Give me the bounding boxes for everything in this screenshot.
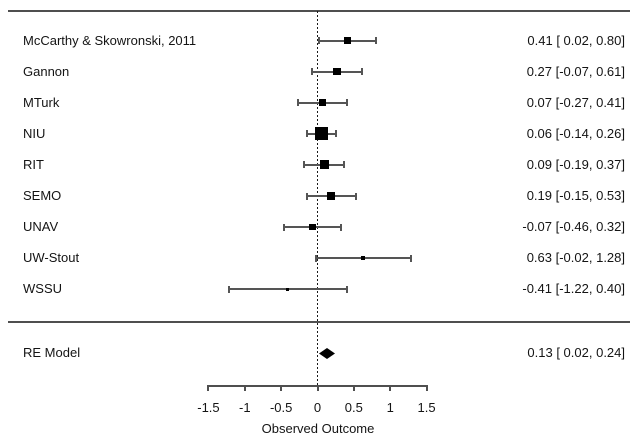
effect-marker (318, 98, 327, 107)
ci-cap-left (283, 223, 286, 231)
x-axis-tick-label: 0.5 (344, 400, 363, 415)
estimate-text: 0.63 [-0.02, 1.28] (526, 250, 625, 266)
ci-cap-right (335, 130, 338, 138)
x-axis-tick-label: -1.5 (197, 400, 220, 415)
ci-cap-right (339, 223, 342, 231)
ci-cap-left (305, 192, 308, 200)
study-label: UW-Stout (23, 250, 80, 266)
ci-cap-left (227, 285, 230, 293)
ci-cap-right (355, 192, 358, 200)
study-label: RIT (23, 156, 44, 172)
x-axis-tick-label: 1 (386, 400, 394, 415)
study-label: MTurk (23, 94, 60, 110)
ci-cap-left (296, 99, 299, 107)
effect-marker (315, 127, 329, 141)
effect-marker (343, 37, 351, 44)
x-axis-tick (316, 385, 319, 391)
estimate-text: -0.07 [-0.46, 0.32] (522, 219, 625, 235)
x-axis-tick (425, 385, 428, 391)
ci-cap-left (306, 130, 309, 138)
x-axis-tick-label: -0.5 (269, 400, 293, 415)
estimate-text: 0.06 [-0.14, 0.26] (526, 125, 625, 141)
ci-cap-left (315, 254, 318, 262)
estimate-text: 0.19 [-0.15, 0.53] (526, 188, 625, 203)
estimate-text: 0.41 [ 0.02, 0.80] (527, 32, 625, 48)
summary-separator-rule (8, 321, 630, 323)
study-label: Gannon (23, 63, 70, 79)
effect-marker (361, 256, 366, 261)
estimate-text: 0.27 [-0.07, 0.61] (526, 63, 625, 79)
effect-marker (309, 223, 316, 231)
effect-marker (333, 67, 341, 76)
x-axis-tick-label: 0 (313, 400, 322, 415)
zero-reference-line (317, 11, 318, 385)
top-rule (8, 10, 630, 12)
study-label: WSSU (23, 281, 62, 297)
x-axis-title: Observed Outcome (261, 421, 375, 436)
ci-cap-left (311, 68, 314, 76)
ci-cap-right (345, 285, 348, 293)
ci-cap-left (317, 37, 320, 44)
study-label: SEMO (23, 188, 62, 203)
study-label: McCarthy & Skowronski, 2011 (23, 32, 197, 48)
ci-cap-right (343, 161, 346, 169)
effect-marker (319, 160, 329, 170)
x-axis-tick (389, 385, 392, 391)
summary-label: RE Model (23, 345, 81, 360)
x-axis-tick (352, 385, 355, 391)
x-axis-tick-label: 1.5 (417, 400, 436, 415)
summary-diamond (318, 347, 335, 359)
study-label: UNAV (23, 219, 59, 235)
effect-marker (285, 287, 290, 292)
ci-cap-right (374, 37, 377, 44)
x-axis-tick (207, 385, 210, 391)
estimate-text: 0.07 [-0.27, 0.41] (526, 94, 625, 110)
ci-cap-right (409, 254, 412, 262)
estimate-text: -0.41 [-1.22, 0.40] (522, 281, 625, 297)
x-axis-tick-label: -1 (239, 400, 251, 415)
x-axis-tick (243, 385, 246, 391)
study-label: NIU (23, 125, 46, 141)
ci-cap-right (360, 68, 363, 76)
x-axis-tick (280, 385, 283, 391)
ci-cap-left (302, 161, 305, 169)
ci-cap-right (346, 99, 349, 107)
effect-marker (327, 192, 336, 200)
summary-estimate-text: 0.13 [ 0.02, 0.24] (527, 345, 625, 360)
estimate-text: 0.09 [-0.19, 0.37] (526, 156, 625, 172)
